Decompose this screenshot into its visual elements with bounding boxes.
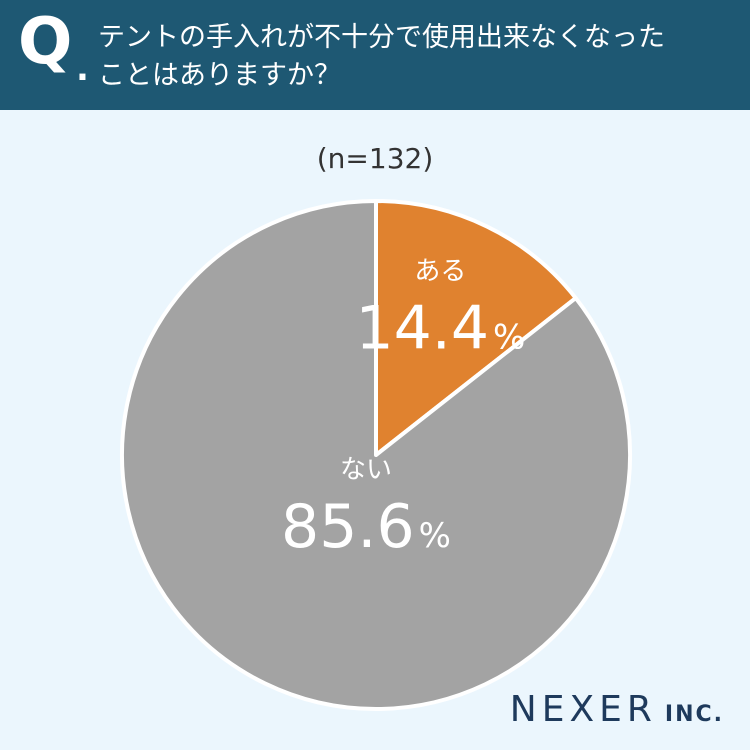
- question-mark-q: Q: [18, 5, 73, 79]
- logo-suffix: INC.: [664, 702, 724, 727]
- slice-value-label-1: 14.4%: [355, 293, 525, 363]
- logo-wordmark: NEXER: [509, 689, 657, 730]
- question-text-line-2: ことはありますか？: [98, 60, 341, 91]
- question-mark-dot: .: [76, 49, 89, 89]
- pie-slice-1: [374, 199, 578, 457]
- pie-slice-2: [120, 199, 632, 711]
- sample-size-label: (n=132): [316, 142, 434, 175]
- slice-category-label-2: ない: [340, 455, 392, 485]
- question-text-line-1: テントの手入れが不十分で使用出来なくなった: [98, 22, 665, 53]
- question-header: Q . テントの手入れが不十分で使用出来なくなった ことはありますか？: [0, 0, 750, 110]
- slice-value-label-2: 85.6%: [281, 492, 451, 562]
- slice-category-label-1: ある: [414, 256, 466, 286]
- nexer-logo: NEXER INC.: [510, 689, 724, 730]
